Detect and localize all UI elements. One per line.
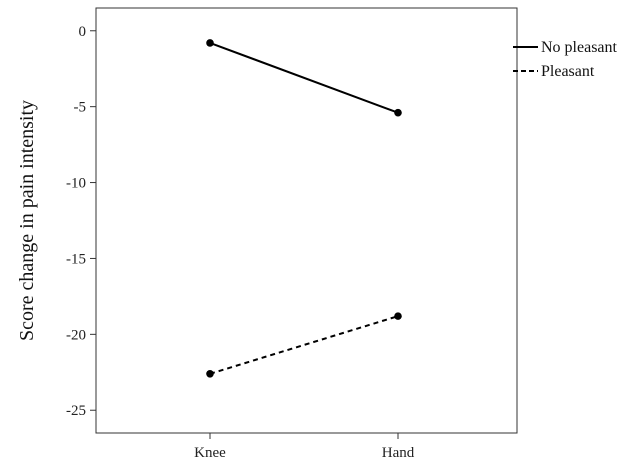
data-point-pleasant-hand [394, 312, 402, 320]
y-tick-label: -25 [66, 403, 86, 419]
data-point-pleasant-knee [206, 370, 214, 378]
series-line-no-pleasant [209, 41, 399, 114]
y-tick-label: 0 [79, 24, 87, 40]
y-tick-label: -5 [74, 100, 87, 116]
y-tick-label: -15 [66, 251, 86, 267]
x-tick-label-knee: Knee [194, 445, 226, 461]
plot-frame [95, 7, 518, 434]
series-line-pleasant [209, 315, 399, 375]
legend: No pleasant Pleasant [513, 39, 618, 80]
x-axis-ticks: Knee Hand [194, 433, 415, 461]
y-axis-ticks: 0 -5 -10 -15 -20 -25 [66, 24, 96, 419]
x-tick-label-hand: Hand [382, 445, 415, 461]
data-point-no-pleasant-hand [394, 108, 402, 117]
data-point-no-pleasant-knee [206, 39, 214, 47]
legend-label-no-pleasant: No pleasant [541, 39, 618, 56]
y-tick-label: -10 [66, 176, 86, 192]
y-axis-title: Score change in pain intensity [16, 100, 38, 341]
y-tick-label: -20 [66, 327, 86, 343]
series-layer [206, 39, 402, 378]
legend-label-pleasant: Pleasant [541, 63, 595, 80]
